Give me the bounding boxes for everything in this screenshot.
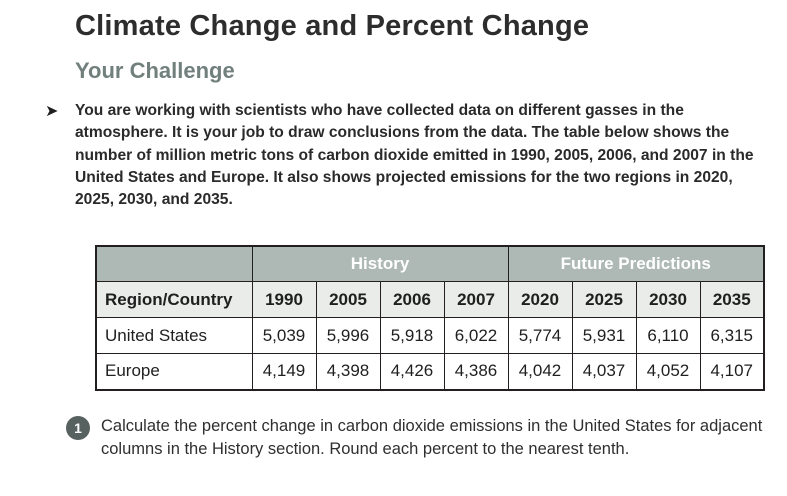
value-cell: 4,426 xyxy=(379,353,445,391)
column-header-2030: 2030 xyxy=(635,281,701,319)
group-header-future-predictions: Future Predictions xyxy=(507,245,765,283)
value-cell: 5,931 xyxy=(571,317,637,355)
region-label: Europe xyxy=(95,353,253,391)
group-header-empty xyxy=(95,245,253,283)
value-cell: 4,052 xyxy=(635,353,701,391)
value-cell: 5,039 xyxy=(251,317,317,355)
question-1-text: Calculate the percent change in carbon d… xyxy=(101,416,763,458)
column-header-1990: 1990 xyxy=(251,281,317,319)
value-cell: 4,107 xyxy=(699,353,765,391)
value-cell: 5,774 xyxy=(507,317,573,355)
column-header-2006: 2006 xyxy=(379,281,445,319)
emissions-table: History Future Predictions Region/Countr… xyxy=(95,244,765,391)
value-cell: 4,149 xyxy=(251,353,317,391)
value-cell: 6,022 xyxy=(443,317,509,355)
column-header-2020: 2020 xyxy=(507,281,573,319)
group-header-history: History xyxy=(251,245,509,283)
table-group-header-row: History Future Predictions xyxy=(95,245,765,283)
column-header-2007: 2007 xyxy=(443,281,509,319)
table-row-europe: Europe 4,149 4,398 4,426 4,386 4,042 4,0… xyxy=(95,353,765,391)
column-header-2035: 2035 xyxy=(699,281,765,319)
question-number-badge: 1 xyxy=(66,415,90,440)
column-header-region-country: Region/Country xyxy=(95,281,253,319)
value-cell: 4,386 xyxy=(443,353,509,391)
value-cell: 4,042 xyxy=(507,353,573,391)
column-header-2025: 2025 xyxy=(571,281,637,319)
section-subtitle: Your Challenge xyxy=(75,57,235,83)
table-column-header-row: Region/Country 1990 2005 2006 2007 2020 … xyxy=(95,281,765,319)
question-1-block: 1 Calculate the percent change in carbon… xyxy=(66,415,787,461)
region-label: United States xyxy=(95,317,253,355)
arrow-bullet-icon: ➤ xyxy=(45,101,59,121)
intro-text: You are working with scientists who have… xyxy=(75,102,754,209)
value-cell: 4,037 xyxy=(571,353,637,391)
page-title: Climate Change and Percent Change xyxy=(75,10,590,42)
value-cell: 6,315 xyxy=(699,317,765,355)
table-row-united-states: United States 5,039 5,996 5,918 6,022 5,… xyxy=(95,317,765,355)
value-cell: 5,918 xyxy=(379,317,445,355)
column-header-2005: 2005 xyxy=(315,281,381,319)
intro-block: ➤ You are working with scientists who ha… xyxy=(45,100,787,211)
value-cell: 6,110 xyxy=(635,317,701,355)
value-cell: 4,398 xyxy=(315,353,381,391)
value-cell: 5,996 xyxy=(315,317,381,355)
